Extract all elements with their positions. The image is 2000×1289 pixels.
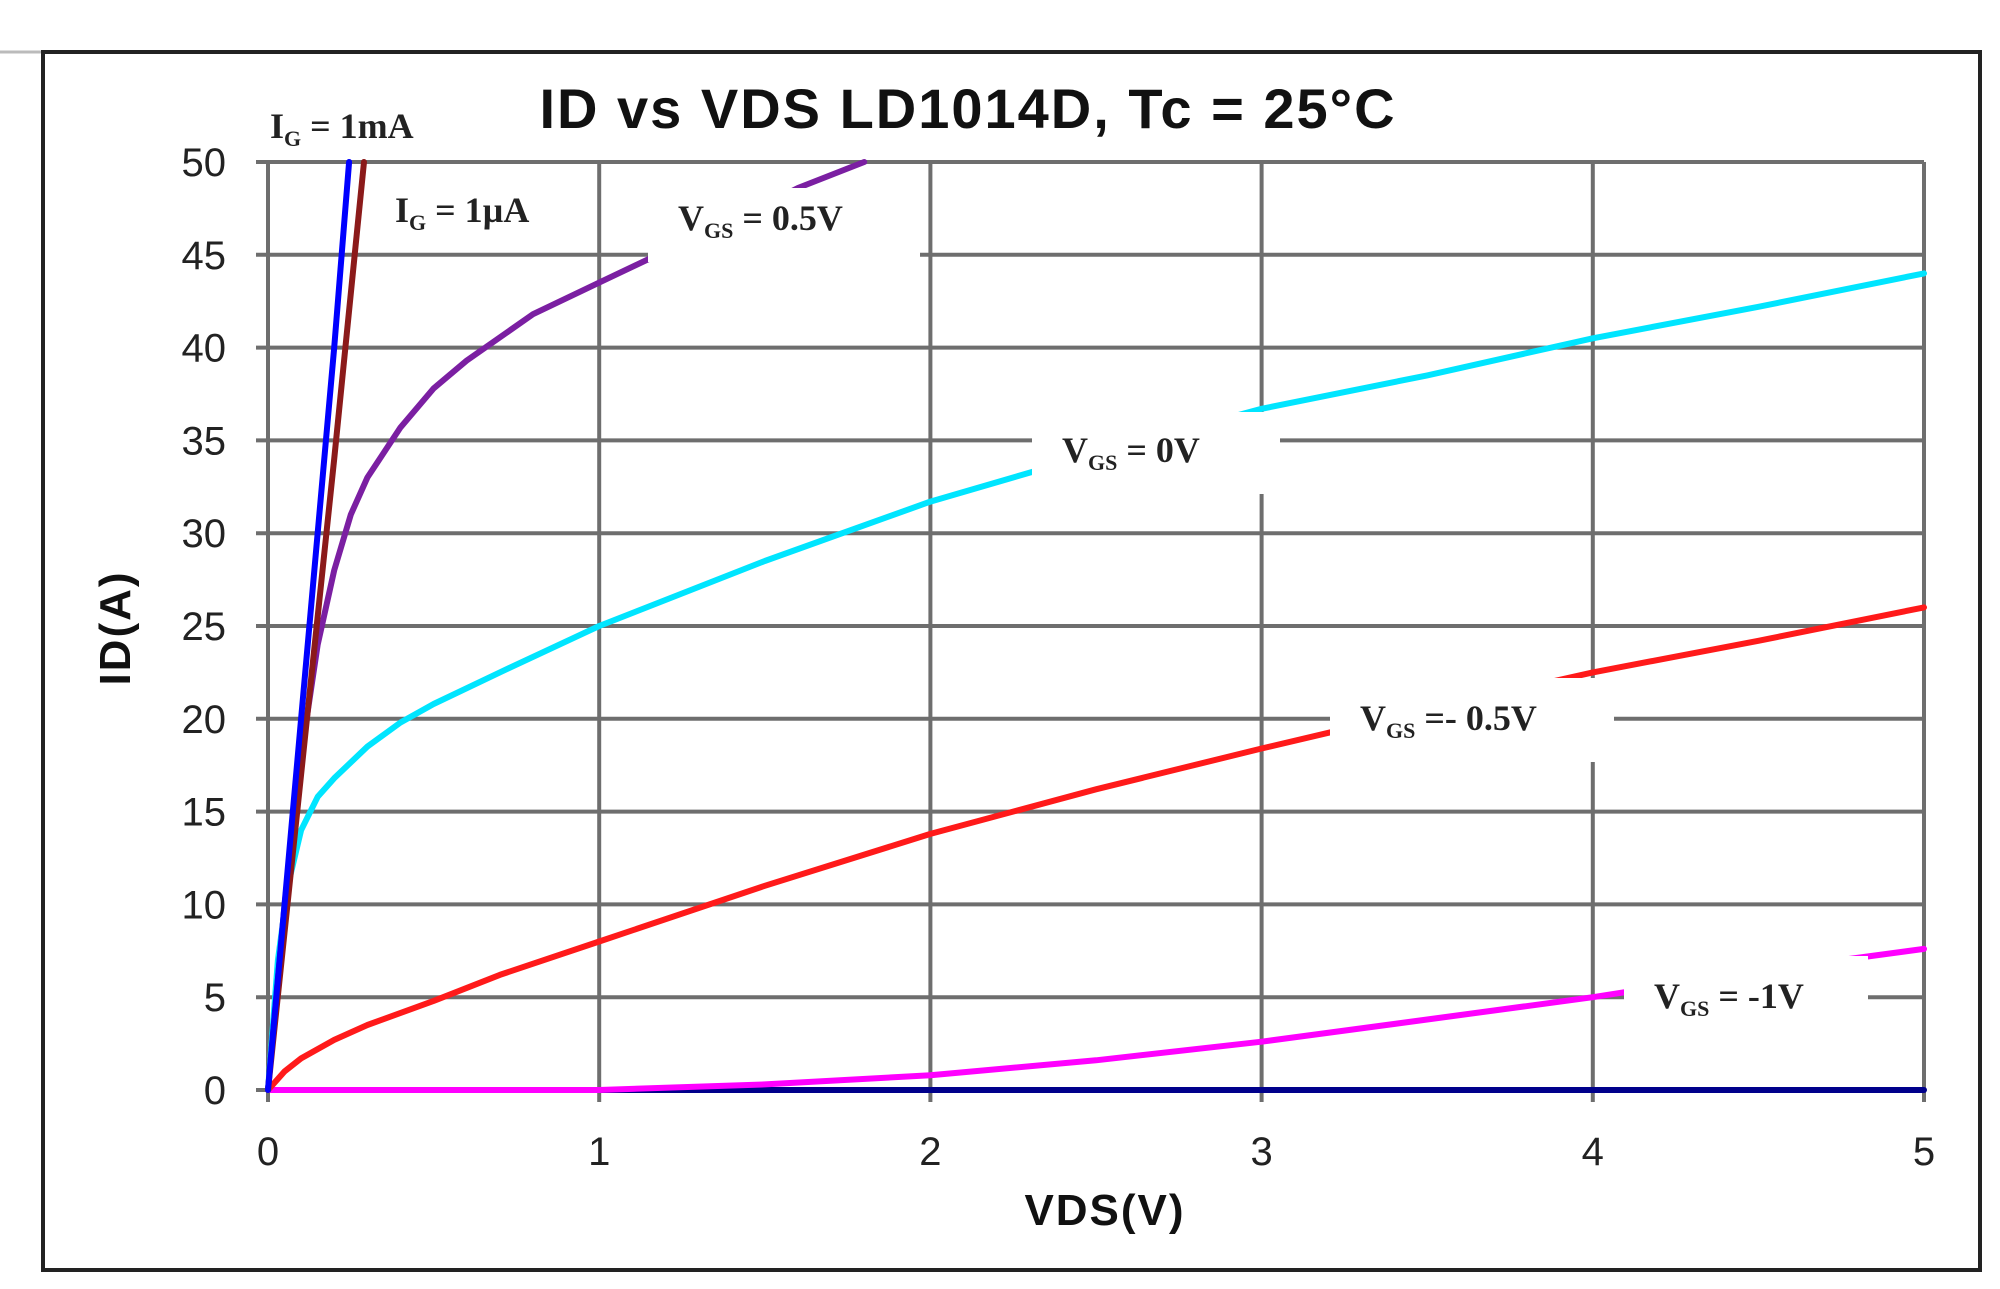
series-line-3	[265, 270, 1927, 1093]
vertical-gridlines	[266, 162, 1926, 1102]
y-tick-label-15: 15	[182, 791, 227, 835]
x-axis-title: VDS(V)	[1024, 1186, 1185, 1235]
y-tick-label-45: 45	[182, 234, 227, 278]
series-label-1: IG = 1µA	[395, 190, 529, 235]
x-tick-label-2: 2	[919, 1130, 941, 1174]
series-label-5: VGS = -1V	[1654, 976, 1804, 1021]
series-labels: IG = 1mA IG = 1µA VGS = 0.5V VGS = 0V VGS =-…	[270, 106, 1868, 1040]
x-tick-label-0: 0	[257, 1130, 279, 1174]
series-label-2: VGS = 0.5V	[678, 198, 843, 243]
series-line-0	[265, 159, 353, 1093]
x-tick-label-1: 1	[588, 1130, 610, 1174]
y-tick-label-40: 40	[182, 327, 227, 371]
y-tick-label-30: 30	[182, 512, 227, 556]
series-label-mask-4	[1330, 678, 1614, 762]
series-label-0: IG = 1mA	[270, 106, 414, 151]
x-tick-label-3: 3	[1250, 1130, 1272, 1174]
series-label-3: VGS = 0V	[1062, 430, 1200, 475]
x-tick-label-4: 4	[1582, 1130, 1604, 1174]
series-label-mask-3	[1032, 412, 1280, 494]
y-tick-label-0: 0	[204, 1069, 226, 1113]
y-tick-label-35: 35	[182, 419, 227, 463]
series-label-mask-5	[1624, 956, 1868, 1040]
series-label-mask-2	[648, 188, 920, 262]
chart-title: ID vs VDS LD1014D, Tc = 25°C	[539, 77, 1396, 140]
y-tick-label-50: 50	[182, 141, 227, 185]
y-tick-label-20: 20	[182, 698, 227, 742]
y-tick-label-10: 10	[182, 883, 227, 927]
y-tick-label-5: 5	[204, 976, 226, 1020]
y-axis-title: ID(A)	[91, 570, 140, 685]
y-tick-label-25: 25	[182, 605, 227, 649]
x-tick-labels: 0 1 2 3 4 5	[257, 1130, 1935, 1174]
series-label-4: VGS =- 0.5V	[1360, 698, 1537, 743]
x-tick-label-5: 5	[1913, 1130, 1935, 1174]
y-tick-labels: 0 5 10 15 20 25 30 35 40 45 50	[182, 141, 227, 1113]
